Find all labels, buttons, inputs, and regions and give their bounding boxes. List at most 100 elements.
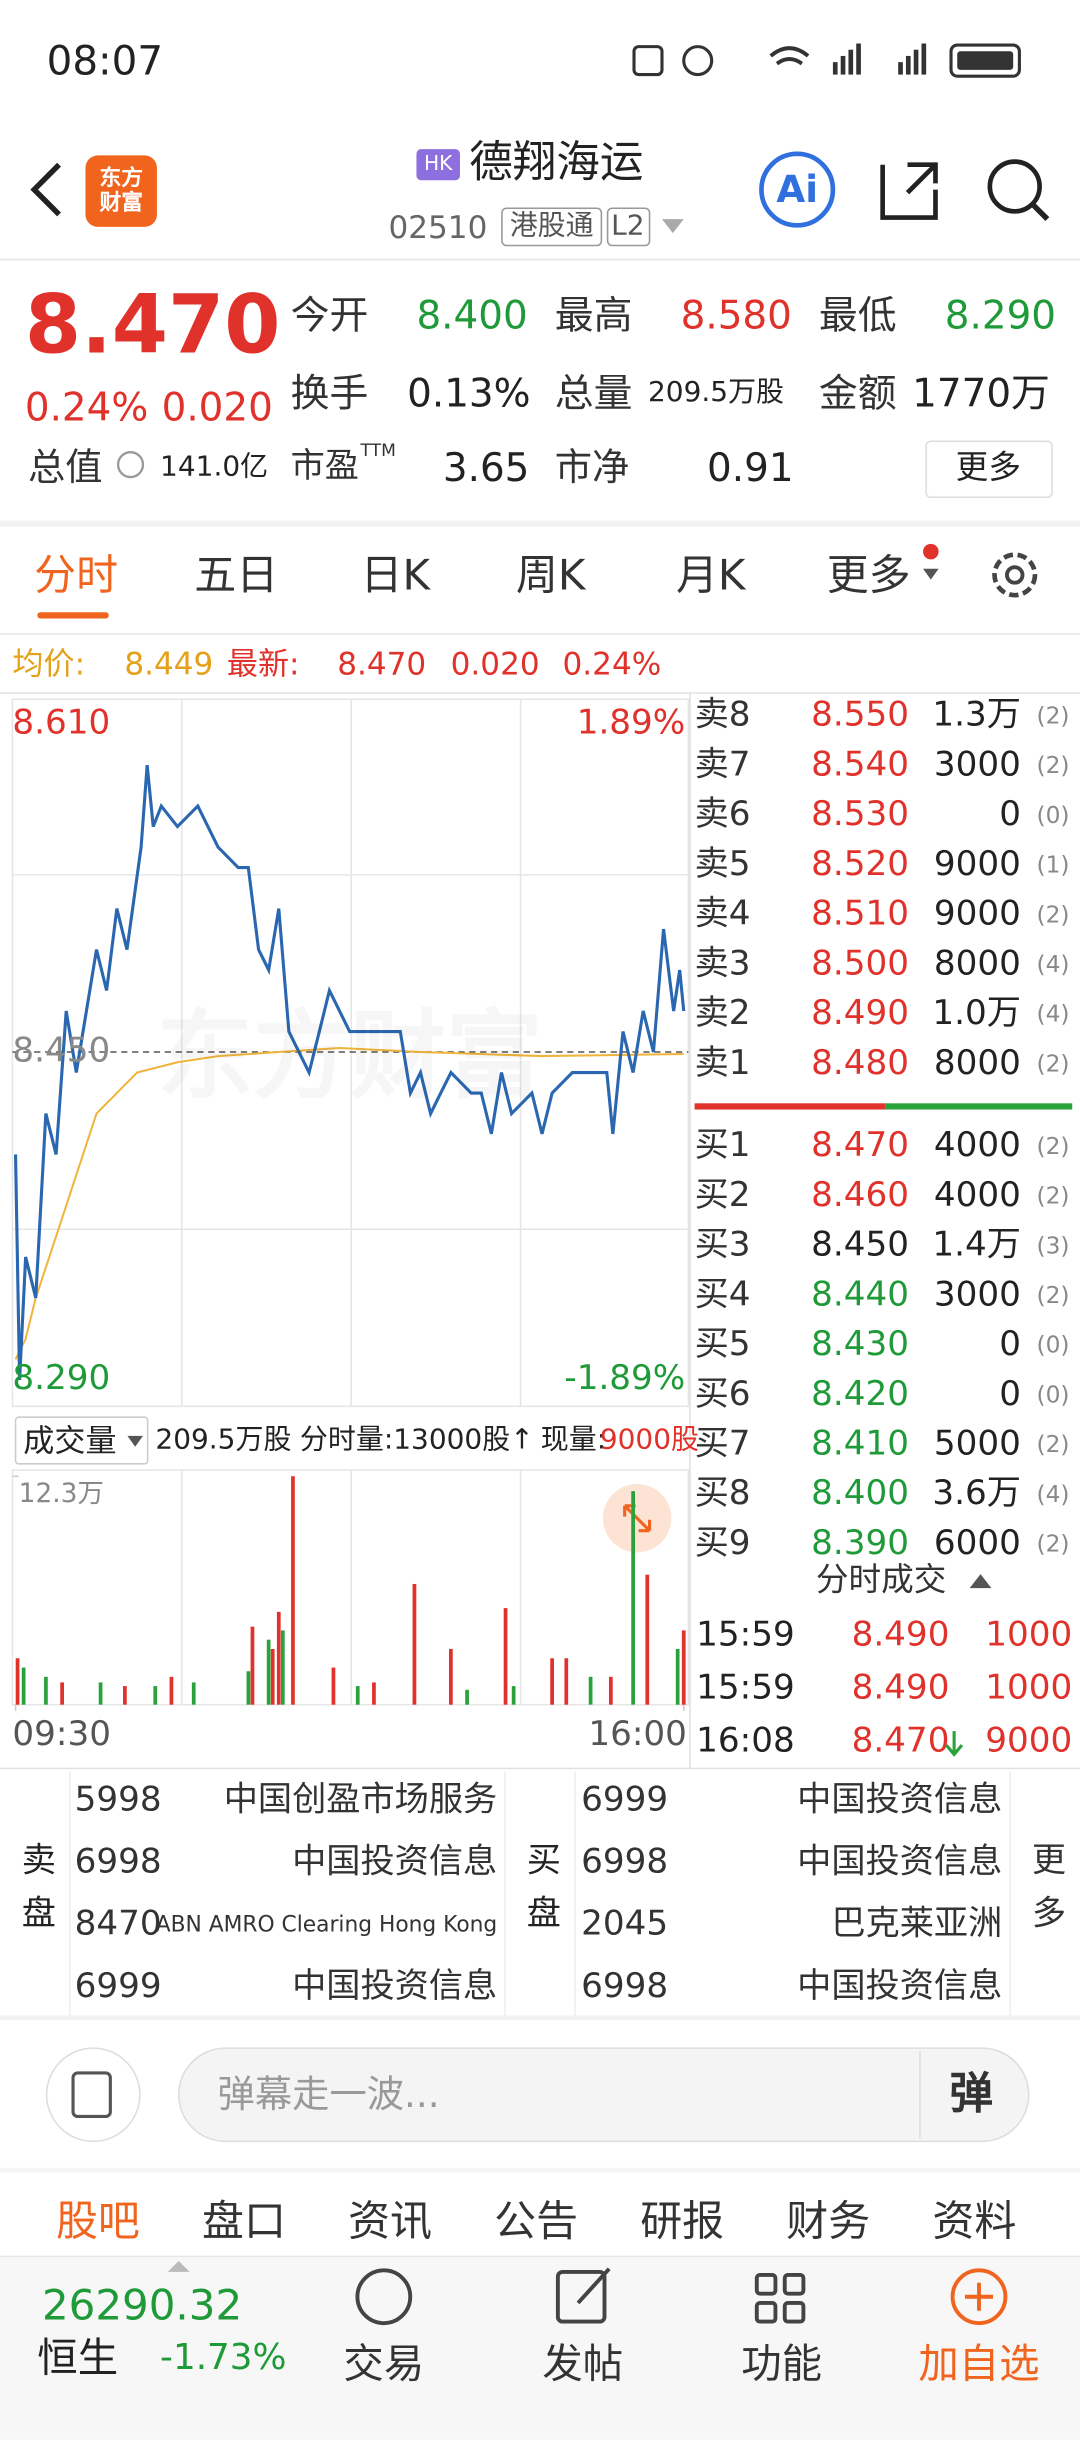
y-tick-label: 8.290: [12, 1359, 111, 1399]
volume-bar: [631, 1491, 635, 1705]
volume-bar: [503, 1608, 508, 1705]
bid-price: 8.460: [811, 1176, 910, 1216]
bid-volume: 1.4万: [932, 1226, 1021, 1265]
ai-button[interactable]: Ai: [776, 167, 819, 212]
bid-volume: 4000: [933, 1176, 1021, 1216]
volume-bar: [355, 1686, 360, 1705]
ask-count: (1): [1036, 850, 1070, 879]
bid-count: (0): [1036, 1330, 1070, 1359]
more-button[interactable]: 更多: [1025, 1841, 1065, 1948]
bid-label: 买8: [694, 1474, 751, 1514]
bid-price: 8.410: [811, 1424, 910, 1464]
trades-title[interactable]: 分时成交: [815, 1560, 947, 1599]
latest-label: 最新:: [226, 644, 300, 683]
ask-count: (4): [1036, 999, 1070, 1028]
field-label-sup: TTM: [360, 440, 396, 461]
volume-bar: [588, 1676, 593, 1705]
bid-label: 买1: [694, 1126, 751, 1166]
ask-price: 8.500: [811, 944, 910, 984]
volume-bar: [412, 1583, 417, 1705]
ai-icon[interactable]: [759, 151, 836, 228]
comment-input[interactable]: [177, 2047, 1030, 2143]
latest-value: 8.470: [337, 644, 427, 683]
expand-icon: [623, 1504, 652, 1533]
chart-tab[interactable]: 日K: [360, 552, 431, 601]
comment-icon[interactable]: [45, 2047, 141, 2143]
volume-bar: [511, 1686, 516, 1705]
price-line: [14, 1046, 684, 1360]
bottom-tab[interactable]: 股吧: [55, 2198, 140, 2247]
y2-tick-label: -1.89%: [564, 1359, 686, 1399]
volume-bar: [372, 1682, 376, 1705]
current-volume: 9000股: [599, 1423, 699, 1457]
broker-name: 中国投资信息: [797, 1967, 1003, 2007]
nav-item[interactable]: 发帖: [542, 2341, 624, 2389]
field-label: 总量: [554, 370, 633, 416]
volume-bar: [153, 1686, 158, 1705]
bid-volume: 3000: [933, 1275, 1021, 1315]
bottom-tab[interactable]: 资讯: [348, 2198, 433, 2247]
bid-volume: 0: [999, 1375, 1021, 1415]
volume-bar: [608, 1676, 613, 1705]
info-icon[interactable]: [116, 451, 145, 479]
volume-bar: [449, 1648, 453, 1705]
tab-indicator: [37, 612, 109, 619]
field-value: 8.400: [416, 292, 528, 338]
sort-icon[interactable]: [969, 1574, 992, 1589]
chart-tab[interactable]: 更多: [826, 552, 911, 601]
nav-item[interactable]: 功能: [741, 2341, 823, 2389]
ask-count: (4): [1036, 950, 1070, 979]
ask-price: 8.530: [811, 795, 910, 835]
x-tick-label: 16:00: [588, 1715, 687, 1755]
volume-selector[interactable]: [14, 1416, 149, 1465]
ask-price: 8.480: [811, 1044, 910, 1084]
trade-price: 8.490: [851, 1616, 950, 1655]
bottom-tab[interactable]: 研报: [640, 2198, 725, 2247]
avg-label: 均价:: [12, 644, 86, 683]
field-label: 换手: [290, 370, 369, 416]
volume-bar: [98, 1682, 103, 1705]
volume-label[interactable]: 成交量: [23, 1421, 117, 1460]
bid-list: 买1 8.470 4000 (2) 买2 8.460 4000 (2) 买3 8.450 1.4万 (…: [0, 1122, 1080, 1557]
chart-tab[interactable]: 五日: [194, 552, 279, 601]
bottom-tab[interactable]: 公告: [494, 2198, 579, 2247]
index-name: 恒生: [37, 2335, 119, 2383]
volume-bar: [250, 1626, 255, 1705]
nav-item[interactable]: 交易: [343, 2341, 425, 2389]
more-button[interactable]: 更多: [955, 448, 1021, 486]
trade-volume: 1000: [985, 1668, 1073, 1708]
broker-name: 中国投资信息: [797, 1780, 1003, 1820]
chart-tab[interactable]: 分时: [34, 552, 119, 601]
comment-icon: [71, 2071, 112, 2119]
chart-tab[interactable]: 周K: [515, 552, 586, 601]
comment-placeholder[interactable]: 弹幕走一波...: [217, 2072, 440, 2117]
volume-bar: [191, 1682, 196, 1705]
back-icon[interactable]: [30, 162, 61, 217]
volume-bar: [123, 1686, 127, 1705]
danmaku-button[interactable]: 弹: [949, 2068, 993, 2120]
nav-item[interactable]: 加自选: [918, 2341, 1040, 2389]
field-label: 市净: [554, 445, 630, 490]
bottom-tab[interactable]: 资料: [932, 2198, 1017, 2247]
settings-icon[interactable]: [992, 552, 1038, 598]
trade-price: 8.470: [851, 1721, 950, 1761]
search-icon[interactable]: [987, 159, 1042, 214]
more-button[interactable]: [925, 440, 1053, 499]
trade-time: 15:59: [696, 1668, 795, 1708]
trade-time: 15:59: [696, 1616, 795, 1655]
bid-label: 买5: [694, 1325, 751, 1365]
volume-bar: [681, 1630, 686, 1705]
ask-count: (2): [1036, 701, 1070, 730]
chart-tab[interactable]: 月K: [675, 552, 746, 601]
bottom-tab[interactable]: 财务: [786, 2198, 871, 2247]
sell-label: 卖盘: [15, 1841, 55, 1948]
share-icon[interactable]: [880, 162, 938, 220]
volume-bar: [291, 1476, 295, 1705]
ask-volume: 8000: [933, 944, 1021, 984]
dropdown-icon: [923, 568, 939, 580]
bottom-tab[interactable]: 盘口: [202, 2198, 286, 2247]
bid-label: 买2: [694, 1176, 751, 1216]
dropdown-icon[interactable]: [661, 219, 684, 234]
